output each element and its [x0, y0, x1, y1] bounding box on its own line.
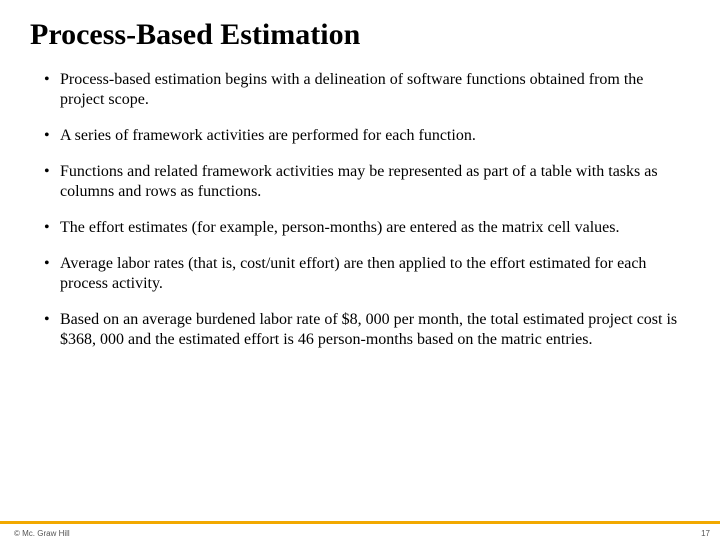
- bullet-item: Functions and related framework activiti…: [44, 162, 690, 202]
- slide: Process-Based Estimation Process-based e…: [0, 0, 720, 540]
- page-number: 17: [701, 529, 710, 538]
- bullet-item: Average labor rates (that is, cost/unit …: [44, 254, 690, 294]
- accent-bar: [0, 521, 720, 524]
- bullet-item: The effort estimates (for example, perso…: [44, 218, 690, 238]
- slide-title: Process-Based Estimation: [30, 18, 690, 52]
- bullet-item: A series of framework activities are per…: [44, 126, 690, 146]
- bullet-list: Process-based estimation begins with a d…: [30, 70, 690, 350]
- bullet-item: Based on an average burdened labor rate …: [44, 310, 690, 350]
- copyright-text: © Mc. Graw Hill: [14, 529, 70, 538]
- bullet-item: Process-based estimation begins with a d…: [44, 70, 690, 110]
